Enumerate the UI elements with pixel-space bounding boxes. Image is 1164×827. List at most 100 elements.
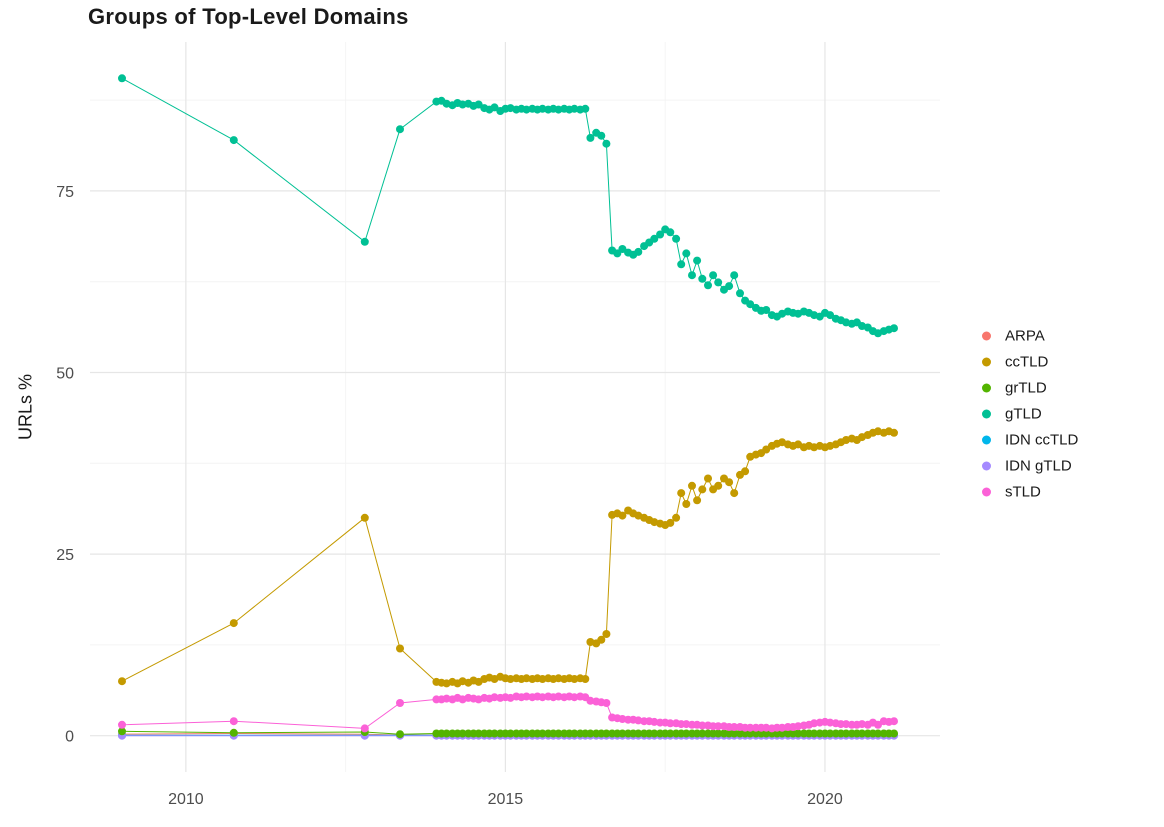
data-point [597,635,606,644]
data-point [442,729,451,738]
legend-item: gTLD [982,405,1078,422]
series-line-gtld [121,77,895,334]
data-point [597,131,606,140]
data-point [746,300,755,309]
data-point [693,496,702,505]
data-point [118,727,126,736]
data-point [666,518,675,527]
data-point [725,282,734,291]
data-point [396,644,404,653]
data-point [581,104,590,113]
data-point [118,74,126,83]
data-point [762,445,771,454]
legend-item: IDN ccTLD [982,431,1078,448]
data-point [730,271,739,280]
data-point [672,513,681,522]
data-point [677,489,686,498]
data-point [458,729,467,738]
data-point [693,256,702,265]
data-point [360,724,369,733]
data-point [794,729,803,738]
legend-item-label: sTLD [1005,483,1041,500]
data-point [538,729,547,738]
data-point [602,139,611,148]
series-line-cctld [121,430,895,684]
legend-key-icon [982,331,991,340]
data-point [778,729,787,738]
data-point [570,675,579,683]
legend: ARPA ccTLD grTLD gTLD IDN ccTLD IDN gTLD sTLD [982,327,1078,500]
legend-item-label: IDN gTLD [1005,457,1072,474]
x-axis-tick-label: 2020 [807,791,843,808]
data-point [714,729,723,738]
legend-item: ccTLD [982,353,1078,370]
data-point [570,729,579,738]
data-point [490,729,499,738]
data-point [506,729,515,738]
legend-item: ARPA [982,327,1078,344]
legend-key-icon [982,461,991,470]
data-point [229,728,238,737]
data-point [229,136,238,145]
data-point [826,729,835,738]
data-point [570,693,579,702]
y-axis-tick-label: 0 [65,729,74,746]
data-point [826,311,835,320]
data-point [490,103,499,112]
data-point [118,677,126,686]
data-point [778,723,787,732]
legend-key-icon [982,383,991,392]
data-point [858,729,866,738]
legend-key-icon [982,435,991,444]
data-point [506,675,515,683]
data-point [666,228,675,237]
data-point [810,729,819,738]
data-point [794,722,803,731]
data-point [842,729,851,738]
data-point [725,478,734,487]
data-point [698,729,707,738]
data-point [890,729,898,738]
data-point [682,500,691,508]
data-point [396,125,404,134]
data-point [858,720,866,729]
data-point [666,719,675,728]
x-axis-tick-label: 2010 [168,791,204,808]
legend-item: grTLD [982,379,1078,396]
data-point [602,699,611,707]
data-point [682,729,691,738]
data-point [474,729,483,738]
legend-item-label: ARPA [1005,327,1045,344]
data-point [656,230,665,239]
y-axis-tick-label: 25 [56,547,74,564]
data-point [704,474,712,483]
legend-item-label: gTLD [1005,405,1042,422]
data-point [746,723,755,732]
data-point [586,696,595,705]
data-point [762,306,771,314]
data-point [698,274,707,283]
data-point [890,324,898,333]
data-point [650,717,659,726]
data-point [396,730,404,739]
data-point [714,481,723,490]
data-point [890,428,898,437]
legend-item-label: IDN ccTLD [1005,431,1079,448]
legend-item: sTLD [982,483,1078,500]
data-point [522,692,531,701]
data-point [396,699,404,707]
data-point [682,249,691,258]
data-point [118,720,126,729]
data-point [688,271,696,280]
y-axis-tick-label: 75 [56,184,74,201]
data-point [730,723,739,731]
data-point [698,485,707,494]
data-point [714,722,723,731]
data-point [586,133,595,142]
data-point [634,729,643,738]
legend-item-label: ccTLD [1005,353,1049,370]
data-point [586,729,595,738]
legend-key-icon [982,487,991,496]
